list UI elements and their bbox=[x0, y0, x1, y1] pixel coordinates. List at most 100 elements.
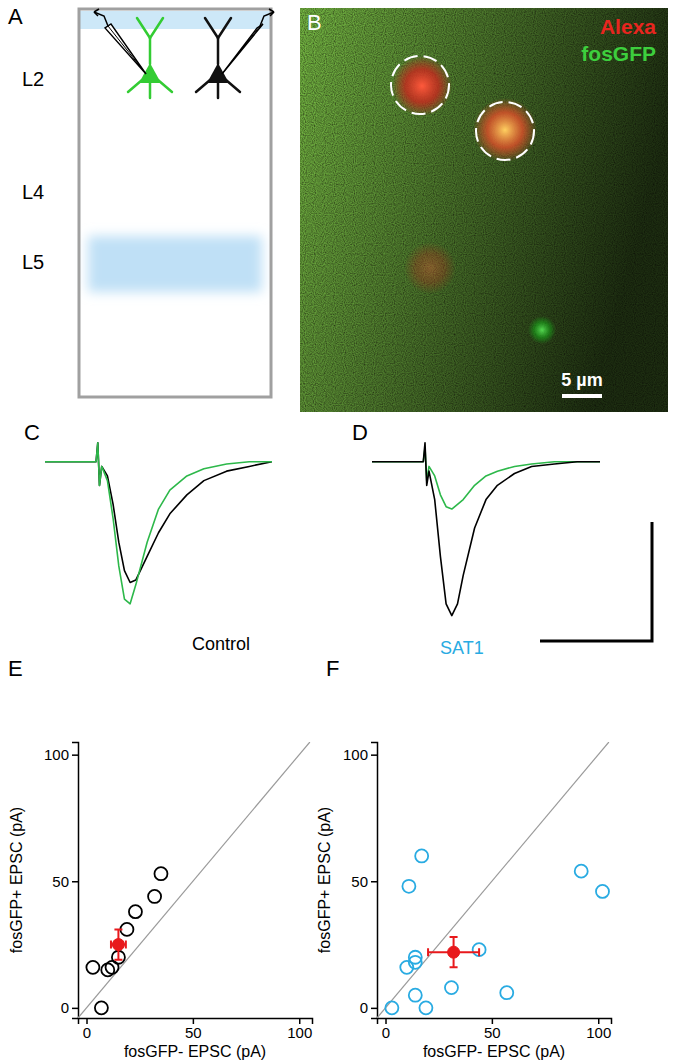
cell-glow bbox=[404, 242, 456, 294]
tick-label: 100 bbox=[586, 1024, 611, 1041]
dendrite bbox=[217, 38, 220, 64]
plot-area bbox=[377, 742, 609, 1018]
data-point bbox=[500, 986, 513, 999]
y-axis-title: fosGFP+ EPSC (pA) bbox=[316, 807, 333, 953]
layer-label: L5 bbox=[22, 251, 44, 273]
panel-label: B bbox=[307, 10, 322, 35]
dendrite bbox=[196, 80, 210, 92]
tick-label: 0 bbox=[83, 1024, 91, 1041]
tick: 100 bbox=[287, 1018, 312, 1041]
pipette bbox=[222, 24, 263, 74]
dendrite bbox=[218, 18, 231, 38]
trace bbox=[45, 443, 272, 604]
dendrite bbox=[137, 18, 150, 38]
y-axis: 0 50 100 bbox=[44, 743, 79, 1019]
dendrite bbox=[150, 18, 163, 38]
slice-frame bbox=[79, 9, 271, 397]
unity-line bbox=[78, 742, 310, 1018]
chart-panel: 050100050100FfosGFP- EPSC (pA)fosGFP+ EP… bbox=[316, 656, 612, 1060]
plot-area bbox=[372, 443, 600, 616]
dendrite bbox=[158, 80, 172, 92]
image-shade bbox=[300, 8, 668, 412]
trace bbox=[45, 443, 272, 583]
tick-label: 50 bbox=[185, 1024, 202, 1041]
tick: 0 bbox=[83, 1018, 91, 1041]
dendrite bbox=[149, 82, 152, 98]
x-axis: 0 50 100 bbox=[79, 1018, 313, 1041]
dendrite bbox=[217, 82, 220, 98]
y-axis: 0 50 100 bbox=[343, 743, 378, 1019]
data-point bbox=[419, 1001, 432, 1014]
electrode-arrow bbox=[269, 9, 274, 16]
data-point bbox=[385, 1001, 398, 1014]
tick-mark bbox=[72, 1008, 78, 1010]
data-point bbox=[148, 890, 161, 903]
dendrite bbox=[205, 18, 218, 38]
x-axis-title: fosGFP- EPSC (pA) bbox=[124, 1043, 266, 1060]
cell-glow bbox=[473, 98, 537, 162]
tick-mark bbox=[72, 754, 78, 756]
cell-outline bbox=[476, 102, 534, 160]
data-point bbox=[409, 956, 422, 969]
tick: 0 bbox=[382, 1018, 390, 1041]
data-point bbox=[415, 849, 428, 862]
tick-label: 50 bbox=[52, 873, 69, 890]
image-noise bbox=[300, 8, 668, 412]
mean-point bbox=[112, 939, 124, 951]
panel-b: B Alexa fosGFP 5 µm bbox=[300, 8, 668, 412]
tick-label: 0 bbox=[61, 999, 69, 1016]
annotation: SAT1 bbox=[440, 638, 484, 658]
figure: AL2L4L5BAlexafosGFP5 µmCControlDSAT10501… bbox=[0, 0, 673, 1064]
tick-label: 100 bbox=[343, 746, 368, 763]
cell-glow bbox=[528, 316, 556, 344]
data-point bbox=[575, 865, 588, 878]
channel-label: fosGFP bbox=[581, 42, 656, 65]
layer-label: L2 bbox=[22, 68, 44, 90]
x-axis-title: fosGFP- EPSC (pA) bbox=[423, 1043, 565, 1060]
trace bbox=[372, 443, 600, 616]
tick: 100 bbox=[586, 1018, 611, 1041]
light-band bbox=[88, 236, 262, 292]
data-point bbox=[95, 1001, 108, 1014]
y-axis-title: fosGFP+ EPSC (pA) bbox=[8, 807, 25, 953]
tick-label: 50 bbox=[484, 1024, 501, 1041]
tick-label: 100 bbox=[44, 746, 69, 763]
tick-label: 100 bbox=[287, 1024, 312, 1041]
tick: 100 bbox=[44, 746, 78, 763]
plot-area bbox=[78, 742, 310, 1018]
cell-outline bbox=[391, 56, 449, 114]
electrode-arrow bbox=[94, 9, 99, 16]
mean-point bbox=[448, 946, 460, 958]
panel-label: D bbox=[352, 420, 368, 445]
data-point bbox=[129, 905, 142, 918]
neuron bbox=[94, 9, 172, 98]
data-point bbox=[409, 989, 422, 1002]
cell-glow bbox=[392, 56, 452, 116]
neuron bbox=[196, 9, 274, 98]
tick-label: 0 bbox=[382, 1024, 390, 1041]
tick-mark bbox=[371, 881, 377, 883]
tick: 0 bbox=[360, 999, 377, 1016]
tick-label: 50 bbox=[351, 873, 368, 890]
layer-label: L4 bbox=[22, 181, 44, 203]
panel-a: AL2L4L5 bbox=[8, 4, 274, 397]
dendrite bbox=[149, 38, 152, 64]
data-point bbox=[154, 867, 167, 880]
data-point bbox=[596, 885, 609, 898]
tick: 50 bbox=[52, 873, 78, 890]
tick: 0 bbox=[61, 999, 78, 1016]
scale-bar-label: 5 µm bbox=[561, 370, 602, 390]
tick: 100 bbox=[343, 746, 377, 763]
panel-label: E bbox=[8, 656, 23, 681]
annotation: Control bbox=[192, 634, 250, 654]
scale-bar bbox=[540, 522, 652, 641]
pipette bbox=[105, 24, 146, 74]
tick-mark bbox=[371, 1008, 377, 1010]
data-point bbox=[402, 880, 415, 893]
tick-label: 0 bbox=[360, 999, 368, 1016]
pipette-wire bbox=[108, 26, 146, 74]
axis-line bbox=[72, 743, 79, 1019]
axis-line bbox=[371, 743, 378, 1019]
channel-label: Alexa bbox=[600, 15, 656, 38]
chart-panel: D SAT1 bbox=[352, 420, 652, 658]
